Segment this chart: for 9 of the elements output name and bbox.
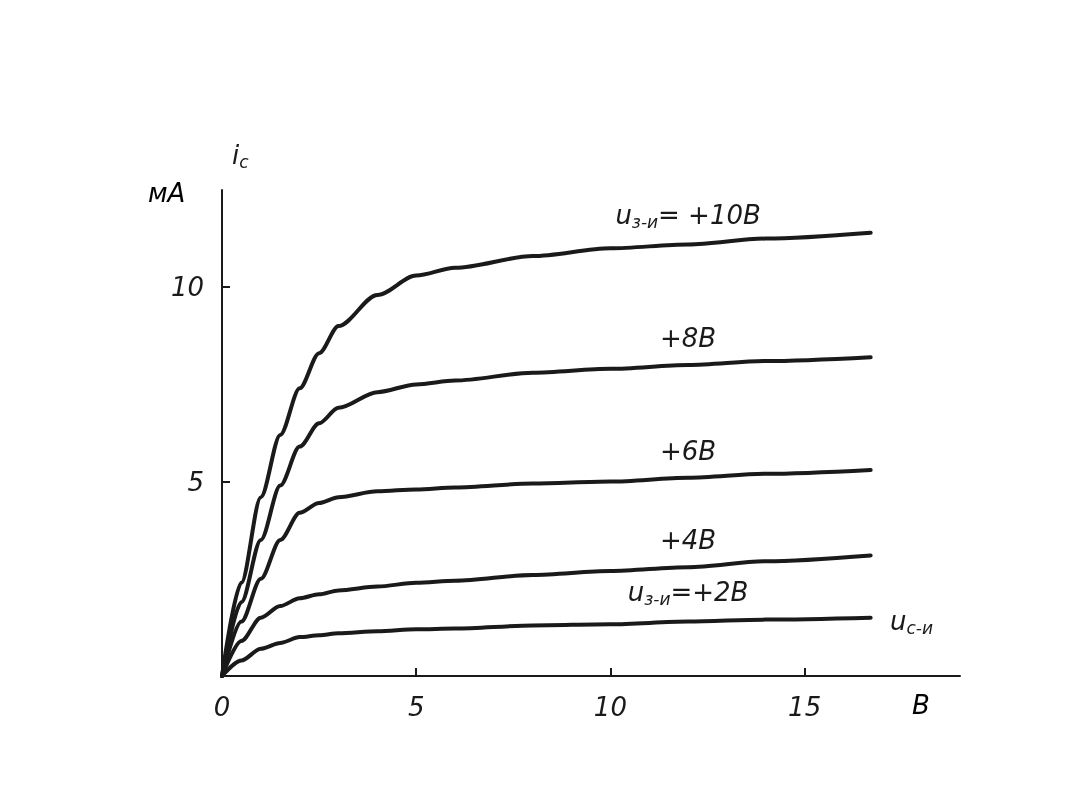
x-tick-label: 5 <box>407 692 425 722</box>
text: мА <box>148 178 186 208</box>
series-label: +8В <box>660 322 717 353</box>
x-tick-label: 0 <box>213 692 231 722</box>
text: В <box>912 690 930 720</box>
series-label: +6В <box>660 435 717 466</box>
series-label: +4В <box>660 525 717 556</box>
x-tick-label: 10 <box>593 692 627 722</box>
x-tick-label: 15 <box>788 692 822 722</box>
